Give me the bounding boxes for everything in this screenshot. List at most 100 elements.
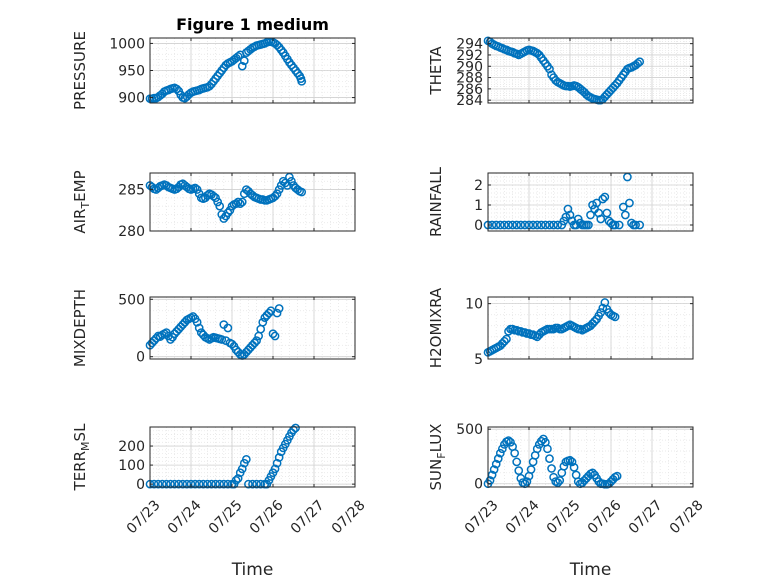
data-point xyxy=(500,336,509,346)
data-point xyxy=(166,479,175,489)
data-point xyxy=(289,425,298,435)
data-point xyxy=(549,220,558,230)
y-axis-label-subscript: M xyxy=(79,441,92,451)
y-axis-label: MIXDEPTH xyxy=(71,289,89,367)
y-tick-label: 10 xyxy=(465,297,483,313)
y-tick-label: 500 xyxy=(456,422,483,438)
data-point xyxy=(233,474,243,483)
data-point xyxy=(166,335,175,344)
data-series xyxy=(145,37,307,104)
data-point xyxy=(188,312,198,321)
data-point xyxy=(625,198,634,208)
data-point xyxy=(264,308,274,318)
data-point xyxy=(510,448,520,458)
y-tick-label: 288 xyxy=(456,71,483,87)
data-point xyxy=(512,457,522,467)
x-axis-label: Time xyxy=(569,560,612,580)
data-point xyxy=(606,218,616,228)
data-point xyxy=(495,448,505,458)
data-point xyxy=(244,479,253,489)
y-axis-label-subscript: F xyxy=(435,452,448,458)
y-axis-label: RAINFALL xyxy=(427,166,445,237)
data-point xyxy=(547,464,556,473)
y-axis-label-part: SL xyxy=(71,423,89,442)
y-tick-label: 5 xyxy=(474,352,483,368)
data-point xyxy=(543,444,552,454)
subplot-5: 0 500 MIXDEPTH xyxy=(71,289,356,367)
data-point xyxy=(610,312,620,322)
data-point xyxy=(162,479,171,489)
data-point xyxy=(192,185,202,194)
data-point xyxy=(285,172,294,182)
y-tick-label: 0 xyxy=(474,477,483,493)
data-point xyxy=(178,479,188,489)
y-tick-label: 280 xyxy=(118,224,145,240)
data-point xyxy=(592,198,602,208)
data-point xyxy=(250,338,259,348)
data-point xyxy=(252,336,261,345)
data-point xyxy=(614,220,624,230)
data-point xyxy=(588,468,597,478)
data-point xyxy=(223,323,233,333)
y-axis-label-part: LUX xyxy=(427,424,445,453)
y-axis-label-part: SUN xyxy=(427,459,445,491)
data-point xyxy=(274,185,284,194)
data-point xyxy=(569,463,579,472)
data-point xyxy=(190,183,200,193)
data-point xyxy=(541,220,550,230)
data-point xyxy=(215,479,225,489)
data-point xyxy=(508,220,517,230)
data-point xyxy=(270,464,280,474)
data-point xyxy=(194,323,204,333)
y-axis-label-subscript: T xyxy=(79,202,92,210)
y-tick-label: 0 xyxy=(474,218,483,234)
y-tick-label: 1000 xyxy=(109,36,145,52)
data-point xyxy=(194,479,204,489)
data-point xyxy=(270,191,280,201)
y-axis-label: SUNFLUX xyxy=(427,424,448,491)
data-point xyxy=(211,193,220,203)
data-point xyxy=(217,335,227,344)
data-point xyxy=(602,208,612,218)
data-point xyxy=(528,220,538,230)
data-point xyxy=(272,189,282,199)
y-axis-label: AIRTEMP xyxy=(71,170,92,233)
data-point xyxy=(192,317,202,327)
axes-box xyxy=(487,172,694,232)
data-point xyxy=(268,329,278,339)
axes-box xyxy=(149,426,356,488)
data-point xyxy=(561,212,571,222)
data-point xyxy=(610,81,620,90)
axes-box xyxy=(149,296,356,360)
axes-box xyxy=(487,296,694,360)
data-point xyxy=(489,465,499,474)
data-point xyxy=(233,52,243,61)
data-point xyxy=(223,479,233,489)
data-point xyxy=(153,479,163,489)
data-point xyxy=(493,454,503,463)
data-point xyxy=(584,220,593,230)
data-point xyxy=(233,197,243,207)
data-point xyxy=(213,197,222,207)
data-point xyxy=(227,339,237,349)
data-point xyxy=(618,202,628,212)
data-series xyxy=(483,172,645,230)
y-tick-label: 285 xyxy=(118,183,145,199)
data-series xyxy=(483,36,645,105)
data-point xyxy=(272,308,282,318)
data-point xyxy=(172,84,181,94)
data-point xyxy=(545,454,554,463)
data-point xyxy=(545,64,554,74)
axes-box xyxy=(487,37,694,104)
data-point xyxy=(514,466,524,475)
data-point xyxy=(612,471,622,481)
data-point xyxy=(633,59,643,68)
data-point xyxy=(157,479,167,489)
data-point xyxy=(219,214,229,223)
data-series xyxy=(145,172,307,223)
data-point xyxy=(532,444,542,454)
data-point xyxy=(536,220,546,230)
data-point xyxy=(270,331,280,341)
data-point xyxy=(491,459,501,469)
data-point xyxy=(627,218,636,228)
